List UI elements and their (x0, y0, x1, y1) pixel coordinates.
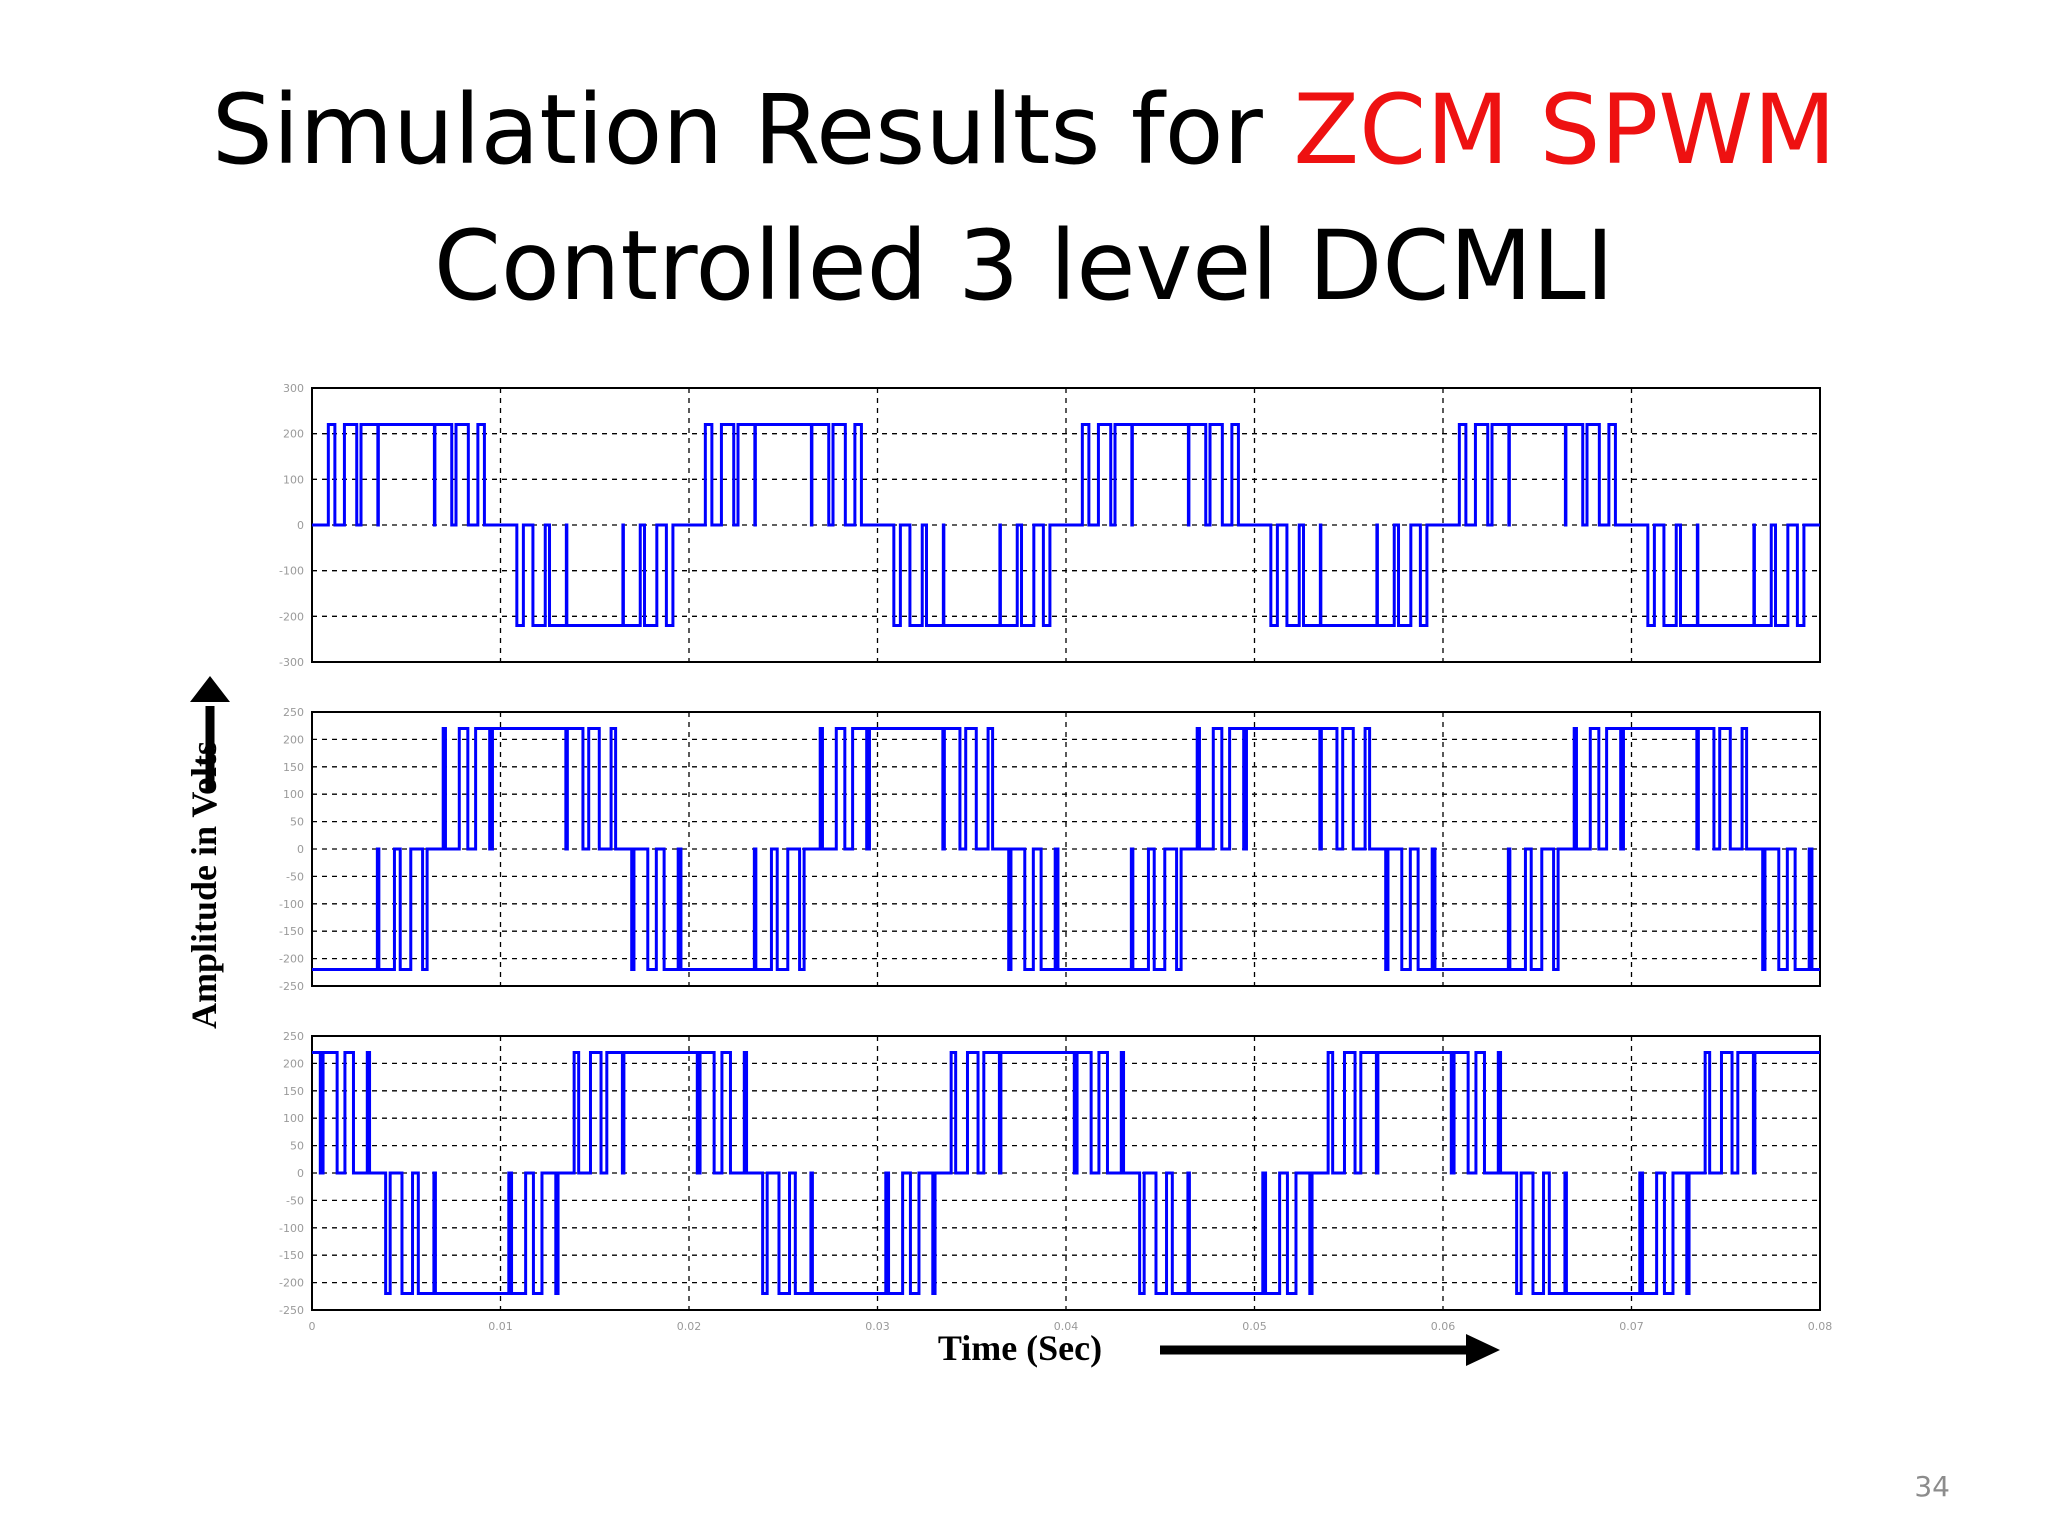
y-tick-label: 300 (283, 382, 304, 395)
y-tick-label: 200 (283, 733, 304, 746)
y-tick-label: 100 (283, 1112, 304, 1125)
x-tick-label: 0.03 (865, 1320, 890, 1333)
y-tick-label: 50 (290, 816, 304, 829)
y-tick-label: 50 (290, 1140, 304, 1153)
x-tick-label: 0.04 (1054, 1320, 1079, 1333)
x-tick-label: 0.02 (677, 1320, 702, 1333)
x-tick-label: 0.06 (1431, 1320, 1456, 1333)
y-axis-label: Amplitude in Volts (184, 741, 224, 1029)
x-tick-label: 0.01 (488, 1320, 513, 1333)
title-highlight: ZCM SPWM (1293, 74, 1837, 186)
y-axis-label-group: Amplitude in Volts (184, 676, 230, 1029)
subplot-2: 250 200 150 100 50 0 -50 -100 -150 -200 -250 (279, 706, 1821, 993)
y-tick-label: -200 (279, 953, 304, 966)
voltage-waveform-line (312, 423, 1820, 627)
y-tick-label: -100 (279, 565, 304, 578)
y-tick-label: 150 (283, 761, 304, 774)
x-tick-label: 0.05 (1242, 1320, 1267, 1333)
subplot-1: 300 200 100 0 -100 -200 -300 (279, 382, 1821, 669)
y-tick-label: -100 (279, 898, 304, 911)
x-tick-label: 0 (309, 1320, 316, 1333)
title-line-2: Controlled 3 level DCMLI (433, 210, 1615, 322)
y-tick-label: -150 (279, 1249, 304, 1262)
y-tick-label: -250 (279, 1304, 304, 1317)
y-tick-label: 0 (297, 519, 304, 532)
y-tick-label: 0 (297, 843, 304, 856)
x-axis-label: Time (Sec) (938, 1328, 1102, 1368)
x-axis-arrow-head (1466, 1334, 1500, 1366)
y-tick-label: -100 (279, 1222, 304, 1235)
y-tick-label: -50 (286, 1194, 304, 1207)
y-tick-label: 100 (283, 473, 304, 486)
x-tick-label: 0.07 (1619, 1320, 1644, 1333)
y-axis-arrow-head (190, 676, 230, 702)
y-tick-label: -300 (279, 656, 304, 669)
y-tick-label: -250 (279, 980, 304, 993)
subplots-group: 300 200 100 0 -100 -200 -300 250 200 150 100 50 0 -50… (279, 382, 1832, 1333)
y-tick-label: 250 (283, 1030, 304, 1043)
y-tick-label: -200 (279, 610, 304, 623)
page-number: 34 (1914, 1470, 1950, 1503)
y-tick-label: 150 (283, 1085, 304, 1098)
y-tick-label: -50 (286, 870, 304, 883)
y-tick-label: -150 (279, 925, 304, 938)
voltage-waveform-line (312, 726, 1820, 972)
title-line-1: Simulation Results for ZCM SPWM (212, 74, 1836, 186)
title-text: Simulation Results for (211, 74, 1294, 186)
y-tick-label: 200 (283, 1057, 304, 1070)
y-tick-label: 0 (297, 1167, 304, 1180)
subplot-3: 250 200 150 100 50 0 -50 -100 -150 -200 -250 0 0.01 0… (279, 1030, 1832, 1333)
y-tick-label: 100 (283, 788, 304, 801)
y-tick-label: 250 (283, 706, 304, 719)
voltage-waveform-line (312, 1050, 1820, 1296)
y-tick-label: 200 (283, 428, 304, 441)
x-axis-label-group: Time (Sec) (938, 1328, 1500, 1368)
x-tick-label: 0.08 (1808, 1320, 1833, 1333)
slide-title: Simulation Results for ZCM SPWM Controll… (0, 62, 2048, 334)
y-tick-label: -200 (279, 1277, 304, 1290)
